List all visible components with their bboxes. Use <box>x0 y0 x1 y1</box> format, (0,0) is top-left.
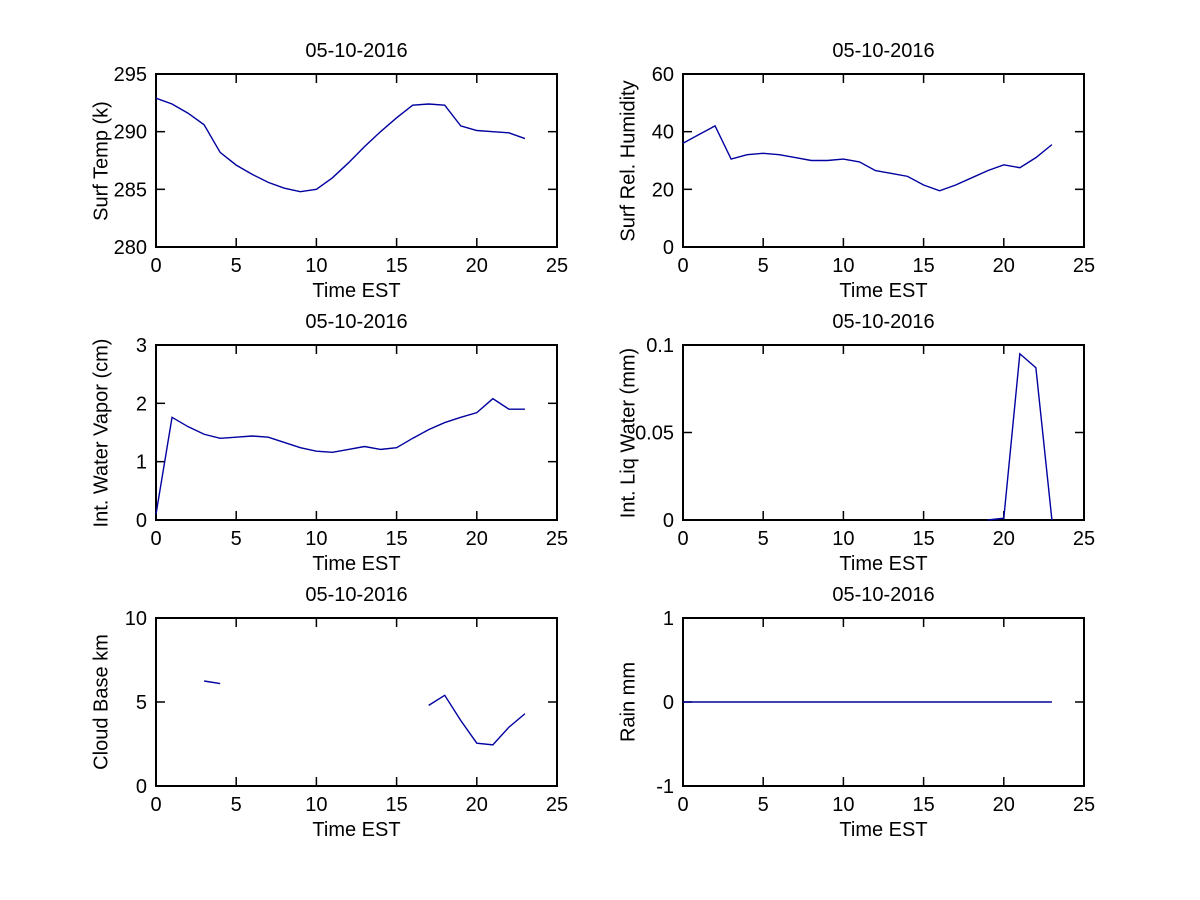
x-axis-label: Time EST <box>312 280 401 302</box>
y-tick-label: 285 <box>114 179 147 201</box>
x-tick-label: 20 <box>993 794 1015 816</box>
x-tick-label: 25 <box>546 255 568 277</box>
y-tick-label: 2 <box>136 393 147 415</box>
x-tick-label: 10 <box>832 255 854 277</box>
x-tick-label: 20 <box>993 255 1015 277</box>
y-tick-label: 0.1 <box>646 335 674 357</box>
y-tick-label: 60 <box>652 64 674 86</box>
x-tick-label: 0 <box>677 255 688 277</box>
axes-box <box>155 617 558 787</box>
y-tick-label: 295 <box>114 64 147 86</box>
subplot-title: 05-10-2016 <box>305 311 408 333</box>
subplot-title: 05-10-2016 <box>305 40 408 62</box>
subplot-title: 05-10-2016 <box>832 584 935 606</box>
x-tick-label: 20 <box>466 794 488 816</box>
subplot-title: 05-10-2016 <box>305 584 408 606</box>
subplot-water-vapor: 05-10-2016 Int. Water Vapor (cm) Time ES… <box>91 311 569 575</box>
y-axis-label: Surf Temp (k) <box>90 100 113 221</box>
y-axis-label: Cloud Base km <box>90 634 113 770</box>
y-tick-label: 1 <box>663 608 674 630</box>
y-axis-label: Int. Water Vapor (cm) <box>90 338 113 527</box>
x-tick-label: 25 <box>1073 528 1095 550</box>
subplot-rel-humidity: 05-10-2016 Surf Rel. Humidity Time EST 0… <box>618 40 1096 302</box>
x-tick-label: 20 <box>466 528 488 550</box>
y-tick-label: 3 <box>136 335 147 357</box>
y-tick-label: 0 <box>663 510 674 532</box>
x-tick-label: 15 <box>385 255 407 277</box>
x-tick-label: 0 <box>150 528 161 550</box>
y-tick-label: -1 <box>656 776 674 798</box>
x-tick-label: 20 <box>993 528 1015 550</box>
data-line <box>682 124 1053 192</box>
x-tick-label: 0 <box>150 794 161 816</box>
y-tick-label: 0 <box>663 692 674 714</box>
x-axis-label: Time EST <box>839 280 928 302</box>
x-tick-label: 5 <box>758 528 769 550</box>
data-line <box>155 397 525 515</box>
x-tick-label: 15 <box>912 255 934 277</box>
x-tick-label: 15 <box>912 794 934 816</box>
x-tick-label: 25 <box>546 794 568 816</box>
x-tick-label: 5 <box>758 255 769 277</box>
y-tick-label: 0 <box>136 510 147 532</box>
y-tick-label: 0.05 <box>635 423 674 445</box>
y-tick-label: 40 <box>652 122 674 144</box>
subplot-title: 05-10-2016 <box>832 311 935 333</box>
axes-box <box>682 73 1085 248</box>
y-axis-label: Rain mm <box>617 661 640 743</box>
x-axis-label: Time EST <box>839 819 928 841</box>
x-tick-label: 0 <box>677 794 688 816</box>
y-tick-label: 10 <box>125 608 147 630</box>
x-tick-label: 10 <box>832 794 854 816</box>
x-tick-label: 25 <box>1073 794 1095 816</box>
data-line <box>204 680 526 746</box>
x-tick-label: 10 <box>305 255 327 277</box>
x-tick-label: 0 <box>150 255 161 277</box>
x-axis-label: Time EST <box>312 819 401 841</box>
x-tick-label: 10 <box>305 794 327 816</box>
x-tick-label: 25 <box>1073 255 1095 277</box>
plot-area: 0 5 10 15 20 25 0 20 40 60 <box>652 64 1095 277</box>
x-tick-label: 0 <box>677 528 688 550</box>
x-tick-label: 10 <box>305 528 327 550</box>
plot-area: 0 5 10 15 20 25 0 5 10 <box>125 608 568 816</box>
subplot-title: 05-10-2016 <box>832 40 935 62</box>
plot-area: 0 5 10 15 20 25-101 <box>656 608 1095 816</box>
axes-box <box>155 344 558 521</box>
y-axis-label: Surf Rel. Humidity <box>617 79 640 242</box>
x-tick-label: 5 <box>758 794 769 816</box>
x-tick-label: 20 <box>466 255 488 277</box>
x-tick-label: 15 <box>385 528 407 550</box>
data-line <box>987 352 1053 521</box>
y-tick-label: 0 <box>136 776 147 798</box>
subplot-surf-temp: 05-10-2016 Surf Temp (k) Time EST 0 5 10 15… <box>91 40 569 302</box>
plot-area: 0 5 10 15 20 25 0 0.05 0.1 <box>635 335 1095 550</box>
plot-area: 0 5 10 15 20 25 0 1 2 3 <box>136 335 568 550</box>
plot-area: 0 5 10 15 20 25 280 285 290 295 <box>114 64 569 277</box>
x-tick-label: 15 <box>385 794 407 816</box>
y-tick-label: 290 <box>114 122 147 144</box>
y-tick-label: 1 <box>136 452 147 474</box>
axes-box <box>155 73 558 248</box>
axes-box <box>682 344 1085 521</box>
y-tick-label: 20 <box>652 179 674 201</box>
x-tick-label: 25 <box>546 528 568 550</box>
y-tick-label: 5 <box>136 692 147 714</box>
x-axis-label: Time EST <box>839 553 928 575</box>
data-line <box>155 97 526 193</box>
x-tick-label: 15 <box>912 528 934 550</box>
x-tick-label: 5 <box>231 794 242 816</box>
subplot-cloud-base: 05-10-2016 Cloud Base km Time EST 0 5 10 15… <box>91 584 569 841</box>
y-tick-label: 280 <box>114 237 147 259</box>
y-tick-label: 0 <box>663 237 674 259</box>
x-axis-label: Time EST <box>312 553 401 575</box>
x-tick-label: 10 <box>832 528 854 550</box>
x-tick-label: 5 <box>231 528 242 550</box>
x-tick-label: 5 <box>231 255 242 277</box>
subplot-liq-water: 05-10-2016 Int. Liq Water (mm) Time EST … <box>618 311 1096 575</box>
subplot-rain: 05-10-2016 Rain mm Time EST 0 5 10 15 20 25 -1… <box>618 584 1096 841</box>
